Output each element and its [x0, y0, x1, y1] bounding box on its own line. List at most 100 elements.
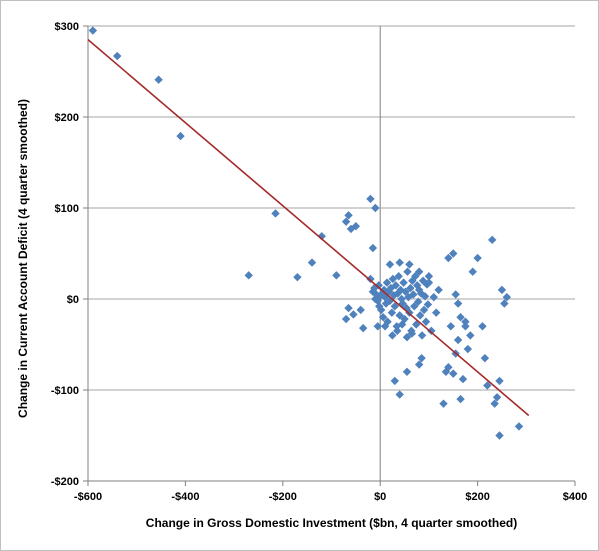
data-point	[458, 374, 468, 384]
data-point	[419, 305, 429, 315]
data-point	[358, 323, 368, 333]
points-layer	[88, 26, 524, 440]
data-point	[468, 267, 477, 276]
data-point	[444, 363, 453, 372]
data-point	[410, 302, 419, 311]
data-point	[332, 271, 341, 280]
data-point	[483, 381, 492, 390]
data-point	[429, 292, 438, 302]
data-point	[244, 271, 253, 280]
grid-layer	[88, 25, 575, 391]
data-point	[293, 272, 302, 282]
data-point	[402, 333, 412, 342]
data-point	[427, 326, 436, 336]
data-point	[495, 431, 504, 440]
data-point	[113, 51, 122, 61]
data-point	[423, 300, 433, 309]
x-tick-label: $400	[563, 491, 587, 503]
data-point	[449, 249, 458, 258]
data-point	[420, 292, 430, 301]
x-axis-title: Change in Gross Domestic Investment ($bn…	[146, 516, 517, 530]
data-point	[500, 299, 509, 308]
data-point	[382, 278, 392, 287]
data-point	[154, 75, 163, 84]
data-point	[376, 305, 386, 315]
data-point	[473, 253, 482, 263]
data-point	[409, 290, 418, 299]
data-point	[414, 360, 424, 369]
y-tick-label: $0	[67, 294, 79, 306]
data-point	[497, 285, 507, 295]
data-point	[414, 267, 424, 276]
data-point	[492, 393, 502, 402]
data-point	[456, 313, 465, 322]
data-point	[390, 376, 400, 386]
x-tick-label: $0	[374, 491, 386, 503]
y-tick-label: $100	[55, 203, 79, 215]
data-point	[495, 376, 504, 386]
y-axis-title: Change in Current Account Deficit (4 qua…	[16, 99, 30, 418]
y-tick-label: $300	[55, 21, 79, 33]
data-point	[415, 311, 425, 320]
data-point	[378, 313, 388, 322]
data-point	[405, 260, 414, 269]
data-point	[407, 329, 417, 338]
data-point	[380, 322, 390, 331]
data-point	[417, 353, 426, 363]
x-tick-label: $200	[465, 491, 489, 503]
data-point	[514, 422, 524, 431]
data-point	[344, 303, 353, 313]
data-point	[371, 203, 380, 213]
axis-layer	[83, 25, 576, 486]
data-point	[439, 399, 448, 408]
data-point	[463, 344, 473, 354]
y-tick-label: $200	[55, 112, 79, 124]
data-point	[444, 253, 453, 263]
x-tick-label: -$600	[74, 491, 102, 503]
data-point	[373, 322, 382, 331]
data-point	[176, 131, 185, 141]
data-point	[349, 310, 358, 319]
data-point	[394, 272, 403, 281]
data-point	[399, 278, 408, 287]
data-point	[317, 232, 326, 241]
data-point	[446, 322, 456, 331]
data-point	[388, 331, 397, 340]
data-point	[478, 322, 487, 331]
data-point	[490, 399, 499, 408]
data-point	[466, 331, 475, 340]
data-point	[449, 369, 458, 378]
data-point	[402, 367, 412, 376]
data-point	[366, 194, 375, 204]
data-point	[395, 311, 404, 320]
data-point	[502, 292, 512, 302]
data-point	[488, 235, 497, 245]
trendline	[87, 39, 530, 417]
data-point	[421, 317, 431, 326]
data-point	[461, 317, 470, 326]
data-point	[307, 258, 317, 267]
data-point	[388, 274, 398, 284]
data-point	[390, 302, 400, 311]
data-point	[385, 260, 395, 269]
data-point	[403, 267, 412, 276]
data-point	[368, 243, 378, 253]
data-point	[393, 326, 402, 336]
data-point	[432, 308, 441, 317]
data-point	[341, 314, 351, 324]
data-point	[374, 281, 383, 290]
data-point	[397, 320, 407, 329]
data-point	[395, 390, 404, 399]
trendline-layer	[87, 39, 530, 417]
data-point	[88, 26, 98, 35]
data-point	[480, 353, 490, 363]
data-point	[453, 335, 463, 345]
data-point	[406, 283, 415, 293]
data-point	[387, 308, 397, 317]
data-point	[451, 290, 460, 299]
data-point	[351, 222, 361, 231]
y-tick-label: -$200	[51, 476, 79, 488]
data-point	[391, 281, 400, 290]
